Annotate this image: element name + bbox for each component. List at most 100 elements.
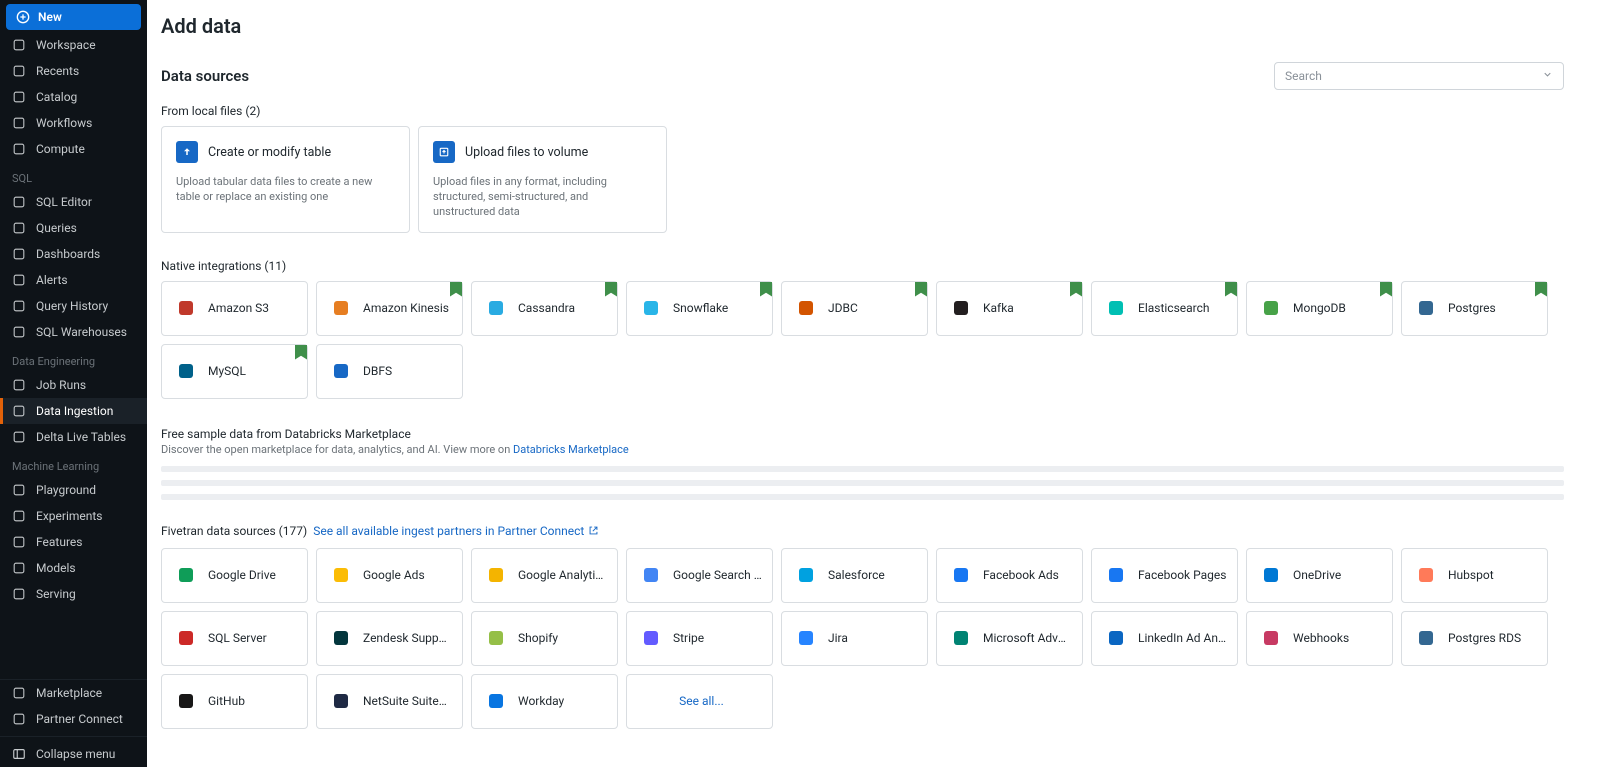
source-icon — [331, 361, 351, 381]
see-all-card[interactable]: See all... — [626, 674, 773, 729]
source-icon — [1416, 565, 1436, 585]
data-source-card[interactable]: Elasticsearch — [1091, 281, 1238, 336]
data-source-card[interactable]: Google Drive — [161, 548, 308, 603]
source-icon — [176, 565, 196, 585]
data-source-card[interactable]: Google Search C... — [626, 548, 773, 603]
local-file-card[interactable]: Upload files to volumeUpload files in an… — [418, 126, 667, 233]
nav-icon — [12, 378, 26, 392]
source-label: MySQL — [208, 364, 246, 378]
sidebar-section-data-engineering: Data Engineering — [0, 345, 147, 372]
data-source-card[interactable]: Cassandra — [471, 281, 618, 336]
data-source-card[interactable]: Jira — [781, 611, 928, 666]
sidebar-item-serving[interactable]: Serving — [0, 581, 147, 607]
data-source-card[interactable]: OneDrive — [1246, 548, 1393, 603]
data-source-card[interactable]: Facebook Pages — [1091, 548, 1238, 603]
source-label: Salesforce — [828, 568, 885, 582]
data-source-card[interactable]: Salesforce — [781, 548, 928, 603]
sidebar-item-sql-warehouses[interactable]: SQL Warehouses — [0, 319, 147, 345]
sidebar-item-playground[interactable]: Playground — [0, 477, 147, 503]
data-source-card[interactable]: Amazon Kinesis — [316, 281, 463, 336]
search-input[interactable]: Search — [1274, 62, 1564, 90]
data-source-card[interactable]: GitHub — [161, 674, 308, 729]
source-label: Kafka — [983, 301, 1014, 315]
data-source-card[interactable]: DBFS — [316, 344, 463, 399]
data-source-card[interactable]: JDBC — [781, 281, 928, 336]
source-icon — [176, 298, 196, 318]
sidebar-item-experiments[interactable]: Experiments — [0, 503, 147, 529]
data-source-card[interactable]: Postgres RDS — [1401, 611, 1548, 666]
sidebar-item-data-ingestion[interactable]: Data Ingestion — [0, 398, 147, 424]
sidebar-item-label: SQL Editor — [36, 195, 92, 209]
data-source-card[interactable]: Amazon S3 — [161, 281, 308, 336]
bookmark-badge-icon — [295, 345, 307, 360]
data-source-card[interactable]: Facebook Ads — [936, 548, 1083, 603]
source-label: Webhooks — [1293, 631, 1349, 645]
sidebar-item-query-history[interactable]: Query History — [0, 293, 147, 319]
nav-icon — [12, 142, 26, 156]
sidebar-item-compute[interactable]: Compute — [0, 136, 147, 162]
sidebar-item-job-runs[interactable]: Job Runs — [0, 372, 147, 398]
sidebar-item-marketplace[interactable]: Marketplace — [0, 680, 147, 706]
data-source-card[interactable]: Microsoft Adverti... — [936, 611, 1083, 666]
nav-icon — [12, 64, 26, 78]
fivetran-partner-link[interactable]: See all available ingest partners in Par… — [313, 524, 599, 538]
collapse-menu[interactable]: Collapse menu — [0, 736, 147, 767]
data-source-card[interactable]: Stripe — [626, 611, 773, 666]
source-icon — [796, 298, 816, 318]
sidebar-item-catalog[interactable]: Catalog — [0, 84, 147, 110]
sidebar-item-sql-editor[interactable]: SQL Editor — [0, 189, 147, 215]
data-source-card[interactable]: Kafka — [936, 281, 1083, 336]
sidebar-item-label: Dashboards — [36, 247, 100, 261]
data-source-card[interactable]: MongoDB — [1246, 281, 1393, 336]
sidebar-item-recents[interactable]: Recents — [0, 58, 147, 84]
local-card-title: Create or modify table — [208, 145, 331, 160]
nav-icon — [12, 221, 26, 235]
local-card-title: Upload files to volume — [465, 145, 588, 160]
data-source-card[interactable]: Workday — [471, 674, 618, 729]
source-label: NetSuite SuiteAn... — [363, 694, 452, 708]
sidebar-item-label: Playground — [36, 483, 96, 497]
data-source-card[interactable]: SQL Server — [161, 611, 308, 666]
source-icon — [1416, 628, 1436, 648]
data-source-card[interactable]: Hubspot — [1401, 548, 1548, 603]
upload-icon — [176, 141, 198, 163]
sidebar-item-delta-live-tables[interactable]: Delta Live Tables — [0, 424, 147, 450]
sidebar: New WorkspaceRecentsCatalogWorkflows Comp… — [0, 0, 147, 767]
data-source-card[interactable]: Shopify — [471, 611, 618, 666]
nav-icon — [12, 273, 26, 287]
data-source-card[interactable]: Zendesk Support — [316, 611, 463, 666]
sidebar-item-alerts[interactable]: Alerts — [0, 267, 147, 293]
data-source-card[interactable]: NetSuite SuiteAn... — [316, 674, 463, 729]
sidebar-item-workspace[interactable]: Workspace — [0, 32, 147, 58]
nav-icon — [12, 561, 26, 575]
source-label: Amazon S3 — [208, 301, 269, 315]
data-source-card[interactable]: Google Ads — [316, 548, 463, 603]
sidebar-item-partner-connect[interactable]: Partner Connect — [0, 706, 147, 732]
sidebar-item-queries[interactable]: Queries — [0, 215, 147, 241]
source-label: Google Drive — [208, 568, 276, 582]
data-source-card[interactable]: MySQL — [161, 344, 308, 399]
sidebar-item-workflows[interactable]: Workflows — [0, 110, 147, 136]
nav-icon — [12, 587, 26, 601]
sidebar-item-dashboards[interactable]: Dashboards — [0, 241, 147, 267]
new-button[interactable]: New — [6, 4, 141, 30]
data-source-card[interactable]: Google Analytics — [471, 548, 618, 603]
data-source-card[interactable]: LinkedIn Ad Anal... — [1091, 611, 1238, 666]
data-source-card[interactable]: Webhooks — [1246, 611, 1393, 666]
source-icon — [486, 298, 506, 318]
source-label: Google Ads — [363, 568, 425, 582]
sidebar-item-label: Compute — [36, 142, 85, 156]
nav-icon — [12, 90, 26, 104]
sidebar-item-models[interactable]: Models — [0, 555, 147, 581]
nav-icon — [12, 195, 26, 209]
local-file-card[interactable]: Create or modify tableUpload tabular dat… — [161, 126, 410, 233]
source-label: Jira — [828, 631, 848, 645]
sidebar-item-features[interactable]: Features — [0, 529, 147, 555]
marketplace-link[interactable]: Databricks Marketplace — [513, 443, 629, 456]
data-source-card[interactable]: Snowflake — [626, 281, 773, 336]
source-icon — [951, 298, 971, 318]
source-icon — [176, 628, 196, 648]
data-source-card[interactable]: Postgres — [1401, 281, 1548, 336]
nav-icon — [12, 483, 26, 497]
source-label: Zendesk Support — [363, 631, 452, 645]
